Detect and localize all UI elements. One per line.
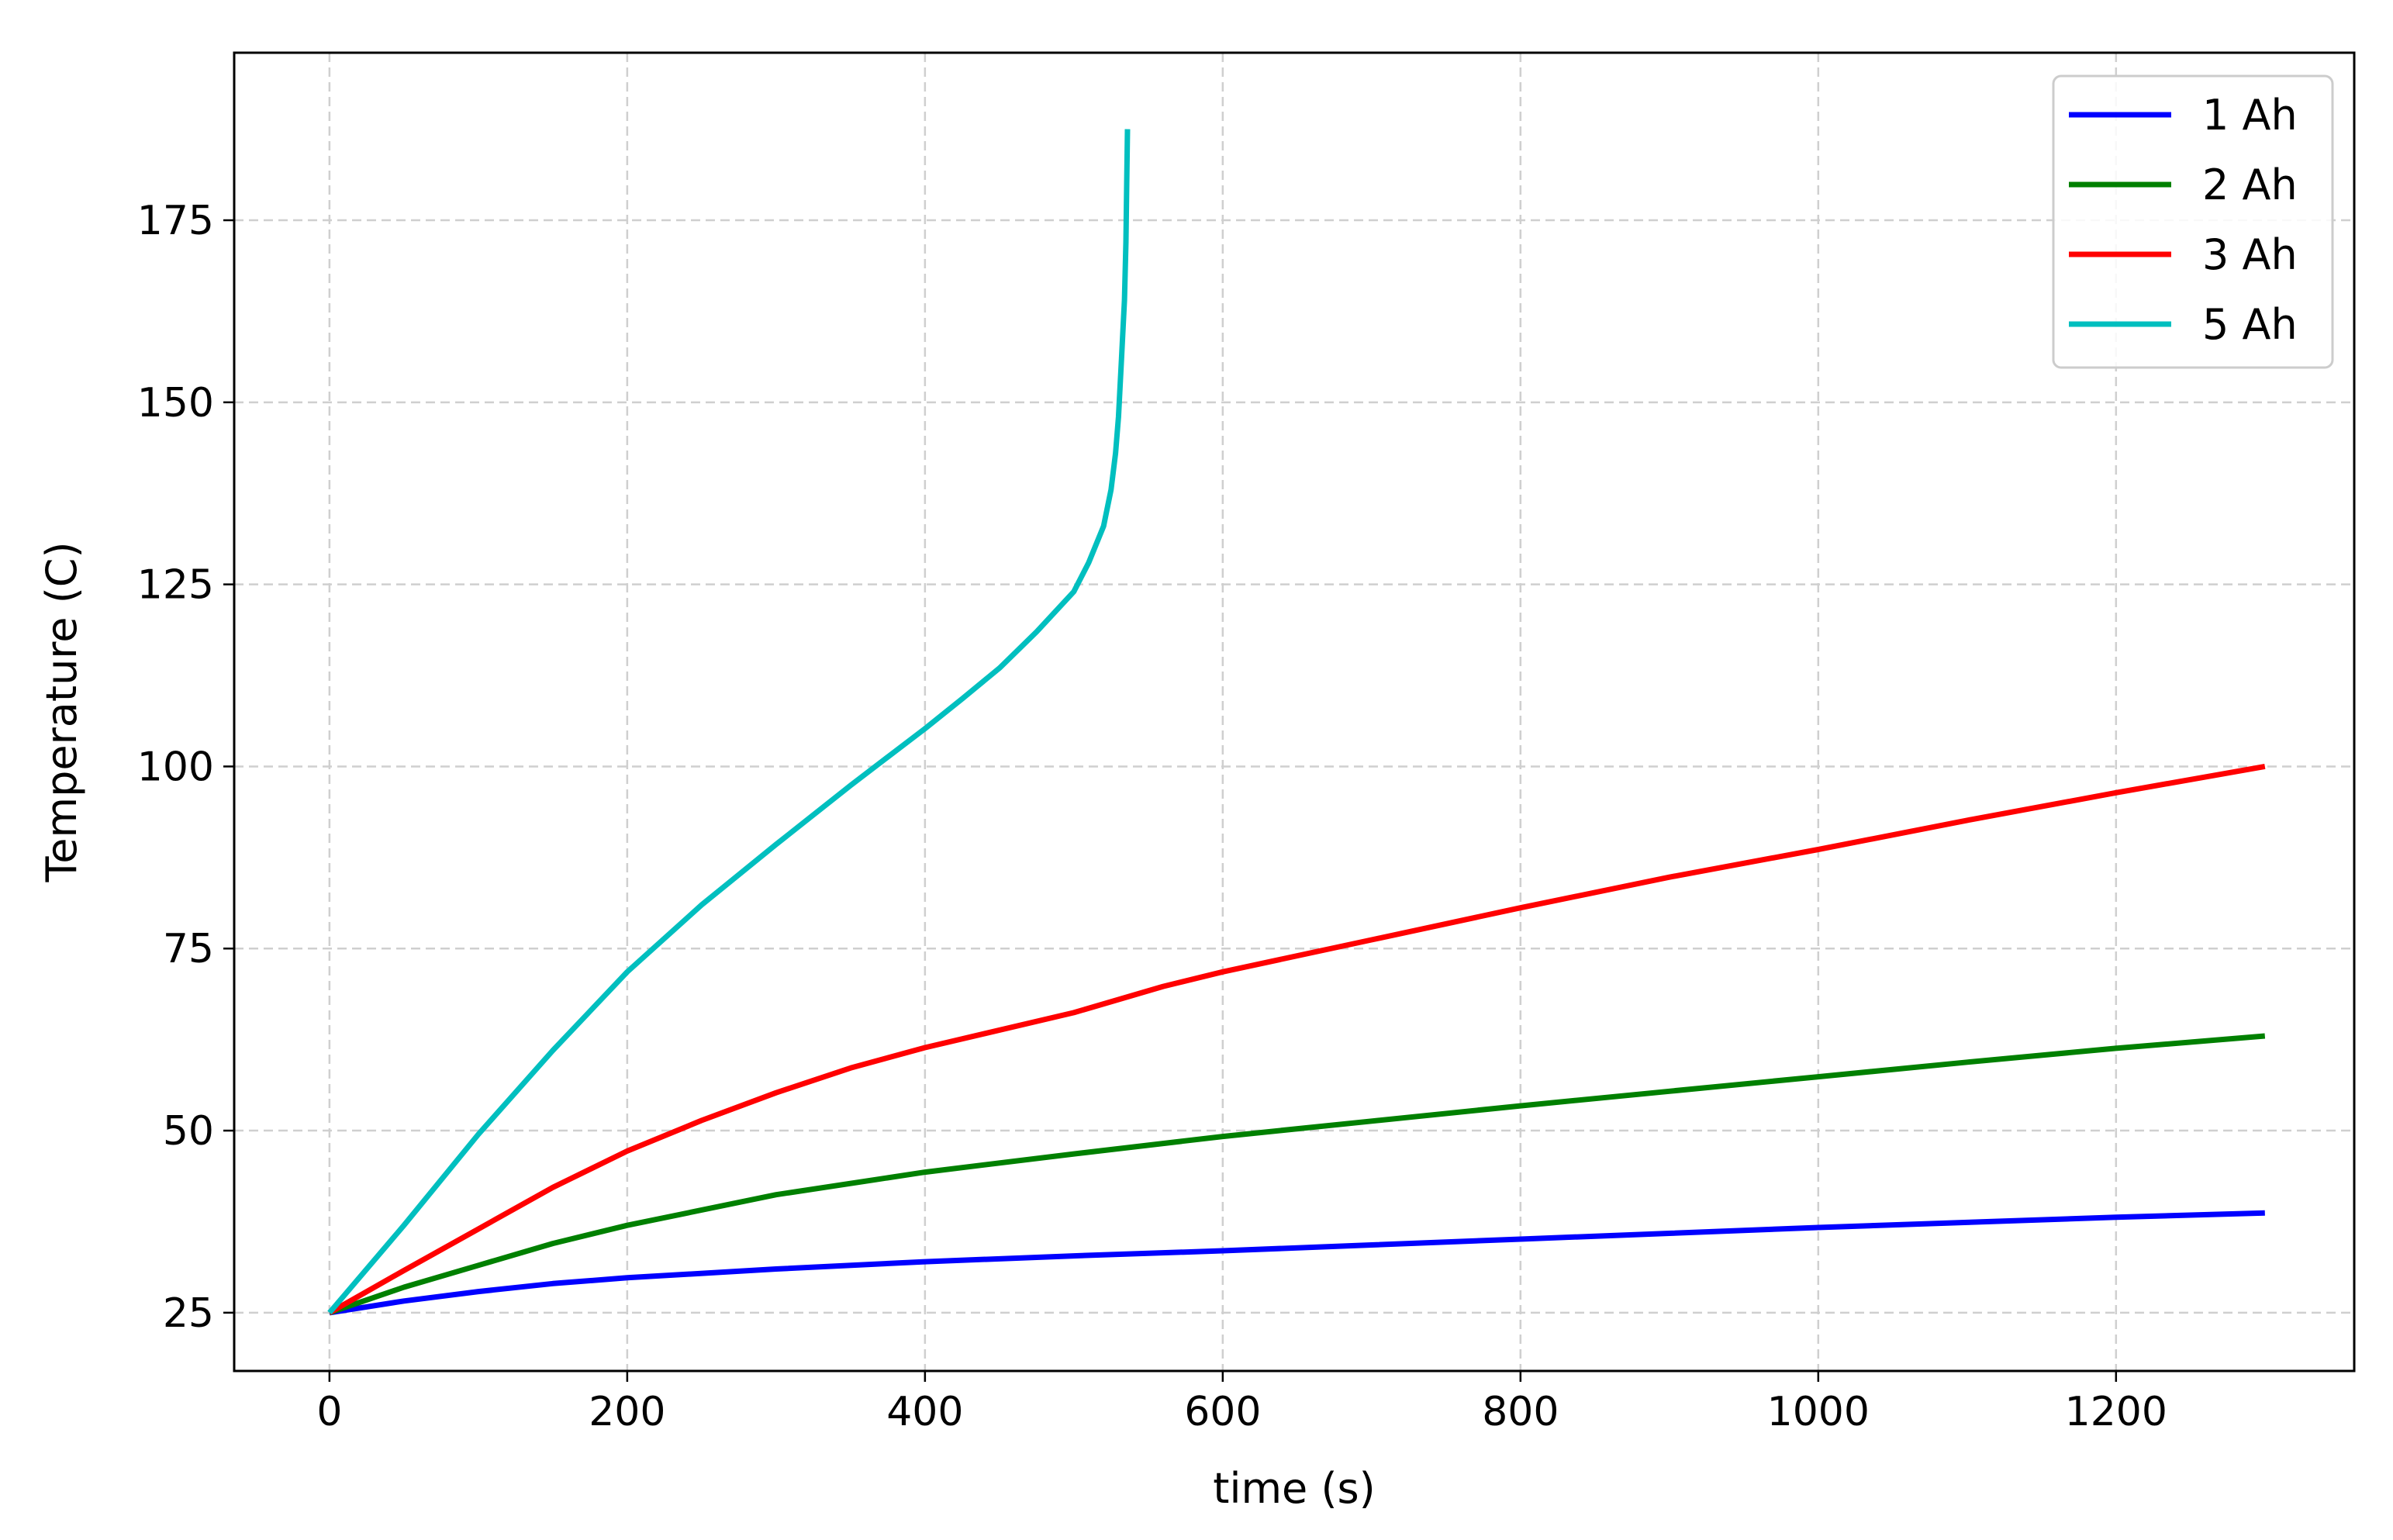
x-tick-label: 1000 <box>1767 1389 1870 1435</box>
y-tick-label: 150 <box>137 380 214 426</box>
legend-label: 1 Ah <box>2202 91 2298 140</box>
series-line-1-ah <box>329 1210 2265 1316</box>
y-tick-label: 25 <box>163 1290 214 1337</box>
y-tick-label: 175 <box>137 198 214 244</box>
y-tick-label: 100 <box>137 744 214 790</box>
y-tick-label: 75 <box>163 926 214 972</box>
series-line-5-ah <box>327 129 1131 1315</box>
y-tick-label: 50 <box>163 1108 214 1155</box>
y-tick-label: 125 <box>137 562 214 609</box>
axis-ticks: 0 200 400 600 800 1000 1200 25 50 75 100 125 150 175 <box>137 198 2167 1435</box>
series-line-3-ah <box>328 763 2266 1315</box>
y-axis-title: Temperature (C) <box>37 541 86 882</box>
x-tick-label: 0 <box>316 1389 342 1435</box>
legend-label: 2 Ah <box>2202 161 2298 209</box>
legend-label: 3 Ah <box>2202 230 2298 279</box>
legend: 1 Ah 2 Ah 3 Ah 5 Ah <box>2052 74 2334 369</box>
x-axis-title: time (s) <box>1213 1464 1375 1513</box>
x-tick-label: 800 <box>1482 1389 1559 1435</box>
legend-label: 5 Ah <box>2202 300 2298 349</box>
series-line-2-ah <box>328 1033 2266 1316</box>
x-tick-label: 600 <box>1184 1389 1261 1435</box>
series-lines <box>327 129 2266 1316</box>
legend-box <box>2052 74 2334 369</box>
x-tick-label: 200 <box>589 1389 665 1435</box>
x-tick-label: 400 <box>886 1389 963 1435</box>
plot-frame <box>233 51 2356 1373</box>
x-tick-label: 1200 <box>2065 1389 2167 1435</box>
